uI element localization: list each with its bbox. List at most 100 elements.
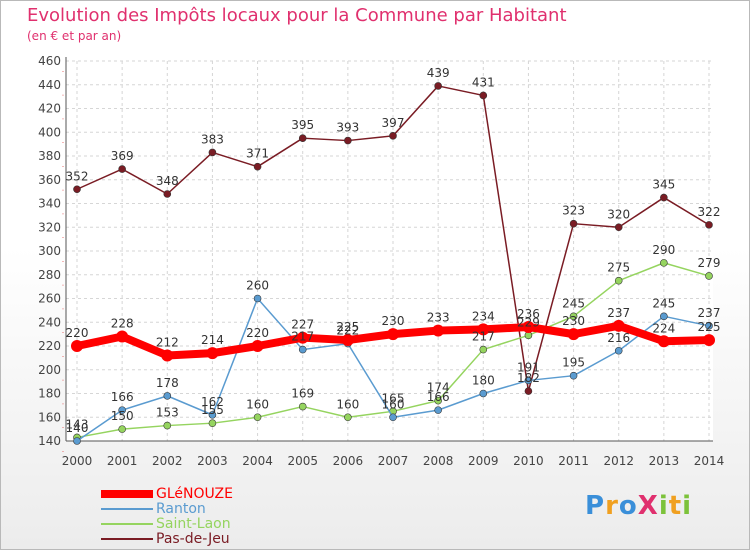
data-label: 234	[472, 309, 495, 323]
y-tick-label: 200	[38, 363, 61, 377]
data-point	[705, 272, 713, 280]
data-label: 160	[336, 397, 359, 411]
data-point	[705, 221, 713, 229]
data-point	[434, 406, 442, 414]
data-label: 227	[291, 318, 314, 332]
legend-swatch	[101, 508, 153, 510]
data-point	[387, 328, 399, 341]
data-point	[253, 162, 262, 171]
data-point	[208, 148, 217, 157]
data-label: 397	[382, 116, 405, 130]
data-label: 169	[291, 387, 314, 401]
data-label: 162	[201, 395, 224, 409]
data-point	[344, 413, 352, 422]
data-label: 322	[698, 205, 721, 219]
data-label: 214	[201, 333, 224, 347]
data-point	[118, 406, 126, 414]
legend-item: Pas-de-Jeu	[101, 531, 301, 547]
y-tick-label: 320	[38, 220, 61, 234]
data-point	[657, 335, 670, 348]
chart-title: Evolution des Impôts locaux pour la Comm…	[27, 5, 567, 26]
data-label: 178	[156, 376, 179, 390]
data-point	[163, 190, 172, 198]
data-label: 220	[66, 326, 89, 340]
data-label: 225	[336, 320, 359, 334]
data-label: 229	[517, 315, 540, 329]
data-point	[524, 387, 533, 395]
data-point	[522, 321, 535, 333]
data-label: 369	[111, 149, 134, 163]
x-tick-label: 2000	[62, 454, 93, 468]
data-point	[73, 437, 81, 445]
data-label: 220	[246, 326, 269, 340]
data-label: 323	[562, 204, 585, 218]
data-point	[73, 185, 81, 194]
data-label: 143	[66, 417, 89, 431]
x-tick-label: 2010	[513, 454, 544, 468]
data-point	[118, 165, 126, 173]
legend-label: Pas-de-Jeu	[156, 531, 230, 547]
data-label: 431	[472, 75, 495, 89]
data-label: 290	[652, 243, 675, 257]
data-label: 217	[472, 330, 495, 344]
y-tick-label: 400	[38, 125, 61, 139]
y-tick-label: 300	[38, 244, 61, 258]
data-point	[118, 425, 126, 433]
data-point	[703, 334, 715, 347]
legend-label: Ranton	[156, 501, 206, 517]
data-point	[298, 345, 307, 354]
data-point	[296, 331, 309, 344]
data-label: 279	[698, 256, 721, 270]
data-point	[116, 330, 129, 343]
data-label: 236	[517, 307, 540, 321]
data-label: 260	[246, 279, 269, 293]
data-label: 233	[427, 311, 450, 325]
legend-swatch	[101, 538, 153, 540]
data-label: 160	[382, 397, 405, 411]
proxiti-logo: ProXiti	[585, 491, 693, 521]
data-label: 182	[517, 371, 540, 385]
data-label: 216	[607, 331, 630, 345]
data-label: 166	[111, 390, 134, 404]
data-point	[341, 334, 354, 347]
data-point	[298, 402, 307, 411]
data-label: 230	[562, 314, 585, 328]
x-tick-label: 2014	[694, 454, 725, 468]
y-tick-label: 380	[38, 149, 61, 163]
x-tick-label: 2011	[558, 454, 589, 468]
data-point	[206, 347, 219, 360]
legend-label: GLéNOUZE	[156, 486, 233, 502]
y-tick-label: 340	[38, 197, 61, 211]
x-tick-label: 2003	[197, 454, 228, 468]
data-point	[253, 413, 262, 422]
x-tick-label: 2009	[468, 454, 499, 468]
legend-swatch	[101, 490, 153, 498]
data-point	[163, 392, 172, 400]
data-label: 383	[201, 132, 224, 146]
data-point	[432, 324, 445, 337]
data-point	[208, 419, 217, 427]
chart-subtitle: (en € et par an)	[27, 29, 122, 43]
x-tick-label: 2007	[378, 454, 409, 468]
data-label: 217	[291, 330, 314, 344]
data-point	[524, 376, 533, 385]
data-label: 212	[156, 336, 179, 350]
y-tick-label: 280	[38, 268, 61, 282]
data-point	[479, 345, 488, 354]
data-label: 352	[66, 169, 89, 183]
y-tick-label: 140	[38, 434, 61, 448]
x-tick-label: 2001	[107, 454, 138, 468]
data-label: 348	[156, 174, 179, 188]
data-label: 160	[246, 397, 269, 411]
data-point	[161, 349, 174, 362]
data-point	[567, 328, 580, 341]
y-tick-label: 460	[38, 54, 61, 68]
data-point	[660, 259, 668, 267]
data-label: 345	[652, 178, 675, 192]
data-label: 153	[156, 406, 179, 420]
y-tick-label: 240	[38, 315, 61, 329]
data-point	[163, 421, 172, 430]
data-label: 180	[472, 374, 495, 388]
legend-swatch	[101, 523, 153, 525]
x-tick-label: 2002	[152, 454, 183, 468]
